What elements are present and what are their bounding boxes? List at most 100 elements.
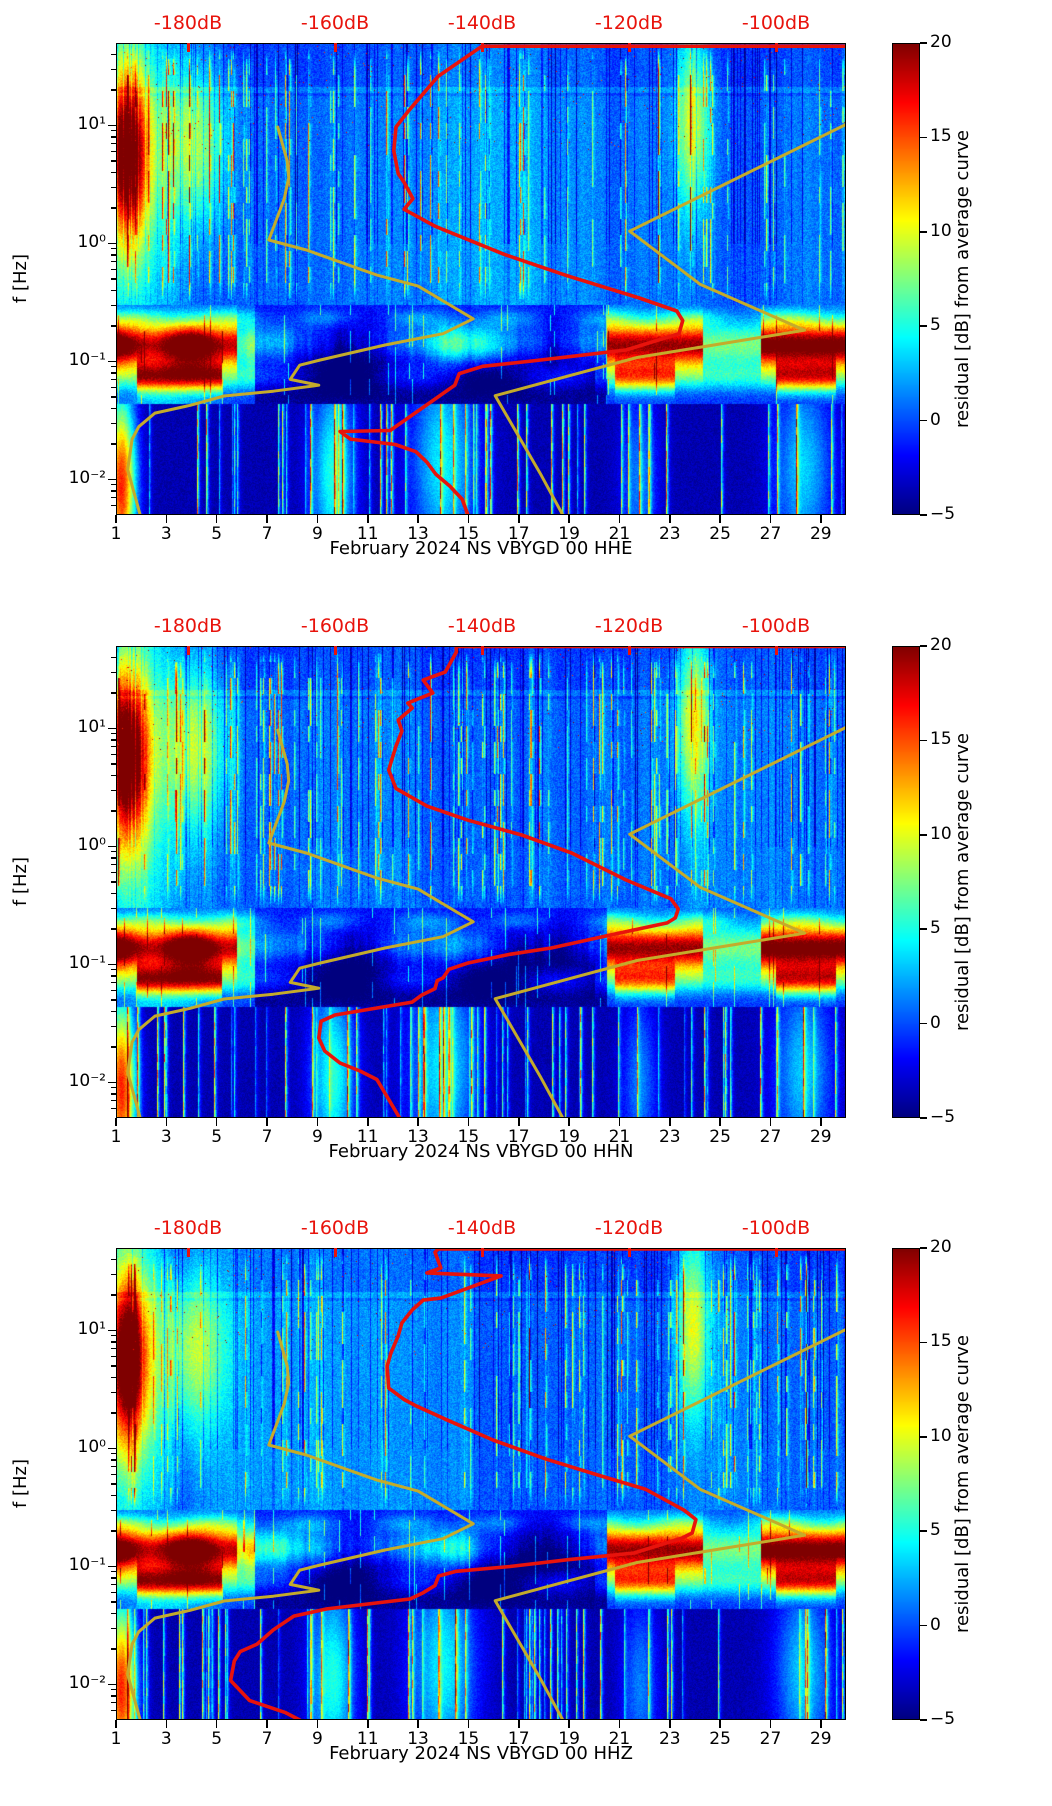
colorbar-tick [920,42,927,44]
top-axis-label: -140dB [447,12,517,34]
colorbar-tick [920,231,927,233]
colorbar-tick-label: 15 [930,1331,952,1352]
y-axis-minor-tick [111,254,116,256]
colorbar-canvas [892,1248,920,1720]
x-axis-tick [316,515,319,523]
y-axis-minor-tick [111,1348,116,1350]
x-axis-tick [215,1720,218,1728]
x-axis-tick [719,1118,721,1126]
colorbar-tick-label: 10 [930,823,952,844]
top-axis-label: -140dB [447,615,517,637]
x-axis-tick [215,515,218,523]
colorbar-tick [920,1022,927,1025]
y-axis-minor-tick [111,1100,116,1102]
x-tick-label: 13 [407,1729,429,1749]
x-tick-label: 23 [658,1127,681,1147]
x-tick-label: 29 [809,524,832,544]
x-tick-label: 27 [759,524,782,544]
y-axis-minor-tick [111,1689,116,1691]
y-axis-minor-tick [111,1474,116,1476]
x-axis-tick [568,1720,570,1728]
x-tick-label: 5 [211,1127,223,1147]
x-tick-label: 15 [457,1729,480,1749]
y-tick-label: 10⁻² [68,1673,106,1694]
y-axis-minor-tick [111,1341,116,1343]
y-axis-minor-tick [111,207,116,209]
x-axis-tick [618,515,621,523]
colorbar-tick-label: 5 [930,315,941,336]
colorbar-tick [920,1624,927,1627]
x-tick-label: 17 [507,524,530,544]
y-axis-minor-tick [111,763,116,765]
x-axis-tick [417,1118,419,1126]
colorbar-tick [920,325,927,327]
y-axis-minor-tick [111,1483,116,1485]
y-axis-minor-tick [111,1648,116,1650]
y-axis-minor-tick [111,304,116,306]
y-tick-label: 10⁻¹ [68,953,106,974]
y-tick-label: 10¹ [77,1319,106,1340]
y-axis-minor-tick [111,671,116,673]
top-axis-tick [774,43,778,52]
top-axis-tick [333,43,337,52]
x-axis-tick [266,1720,268,1728]
x-tick-label: 3 [160,1127,172,1147]
y-axis-minor-tick [111,1087,116,1089]
y-axis-minor-tick [111,1577,116,1579]
y-axis-minor-tick [111,1376,116,1379]
colorbar-tick [920,739,927,742]
x-tick-label: 27 [759,1729,782,1749]
x-tick-label: 29 [809,1729,832,1749]
colorbar-tick [920,928,927,930]
x-tick-label: 25 [709,1729,731,1749]
x-tick-label: 19 [558,1729,580,1749]
y-axis-minor-tick [111,928,116,930]
freq-axis-label: f [Hz] [10,1459,31,1509]
x-tick-label: 5 [211,1729,223,1749]
colorbar-tick-label: 15 [930,729,952,750]
x-axis-tick [820,1720,822,1728]
y-axis-minor-tick [111,151,116,153]
y-axis-minor-tick [111,160,116,162]
y-axis-minor-tick [111,143,116,145]
y-axis-minor-tick [111,892,116,895]
y-axis-minor-tick [111,1258,116,1261]
y-axis-minor-tick [111,1601,116,1603]
x-axis-tick [417,515,419,523]
x-axis-tick [266,1118,268,1126]
top-axis-tick [186,1248,190,1257]
x-tick-label: 13 [407,1127,429,1147]
colorbar-tick [920,1247,927,1249]
y-axis-minor-tick [111,881,116,883]
colorbar-tick-label: −5 [930,504,956,524]
y-axis-minor-tick [111,1702,116,1704]
y-axis-tick [108,124,116,127]
y-axis-minor-tick [111,1592,116,1594]
freq-axis-label: f [Hz] [10,857,31,907]
x-axis-tick [719,515,721,523]
top-axis-tick [480,1248,484,1257]
y-axis-minor-tick [111,1710,116,1712]
panel-hhe: f [Hz] February 2024 NS VBYGD 00 HHE res… [0,0,1052,603]
top-axis-label: -100dB [741,12,811,34]
y-axis-minor-tick [111,278,116,280]
x-tick-label: 15 [457,524,480,544]
y-axis-minor-tick [111,656,116,659]
y-axis-minor-tick [111,53,116,56]
y-axis-minor-tick [111,990,116,992]
colorbar-tick-label: 5 [930,1520,941,1541]
x-axis-tick [115,1720,117,1728]
x-tick-label: 21 [608,524,631,544]
x-axis-tick [568,515,570,523]
y-axis-minor-tick [111,774,116,777]
x-tick-label: 7 [261,524,273,544]
x-axis-tick [769,1720,772,1728]
y-axis-minor-tick [111,1391,116,1393]
x-tick-label: 23 [658,524,681,544]
x-tick-label: 11 [356,524,379,544]
y-axis-minor-tick [111,325,116,327]
y-axis-tick [108,845,116,848]
y-tick-label: 10⁰ [77,835,106,856]
colorbar-tick-label: 0 [930,1614,941,1635]
x-axis-tick [668,515,671,523]
